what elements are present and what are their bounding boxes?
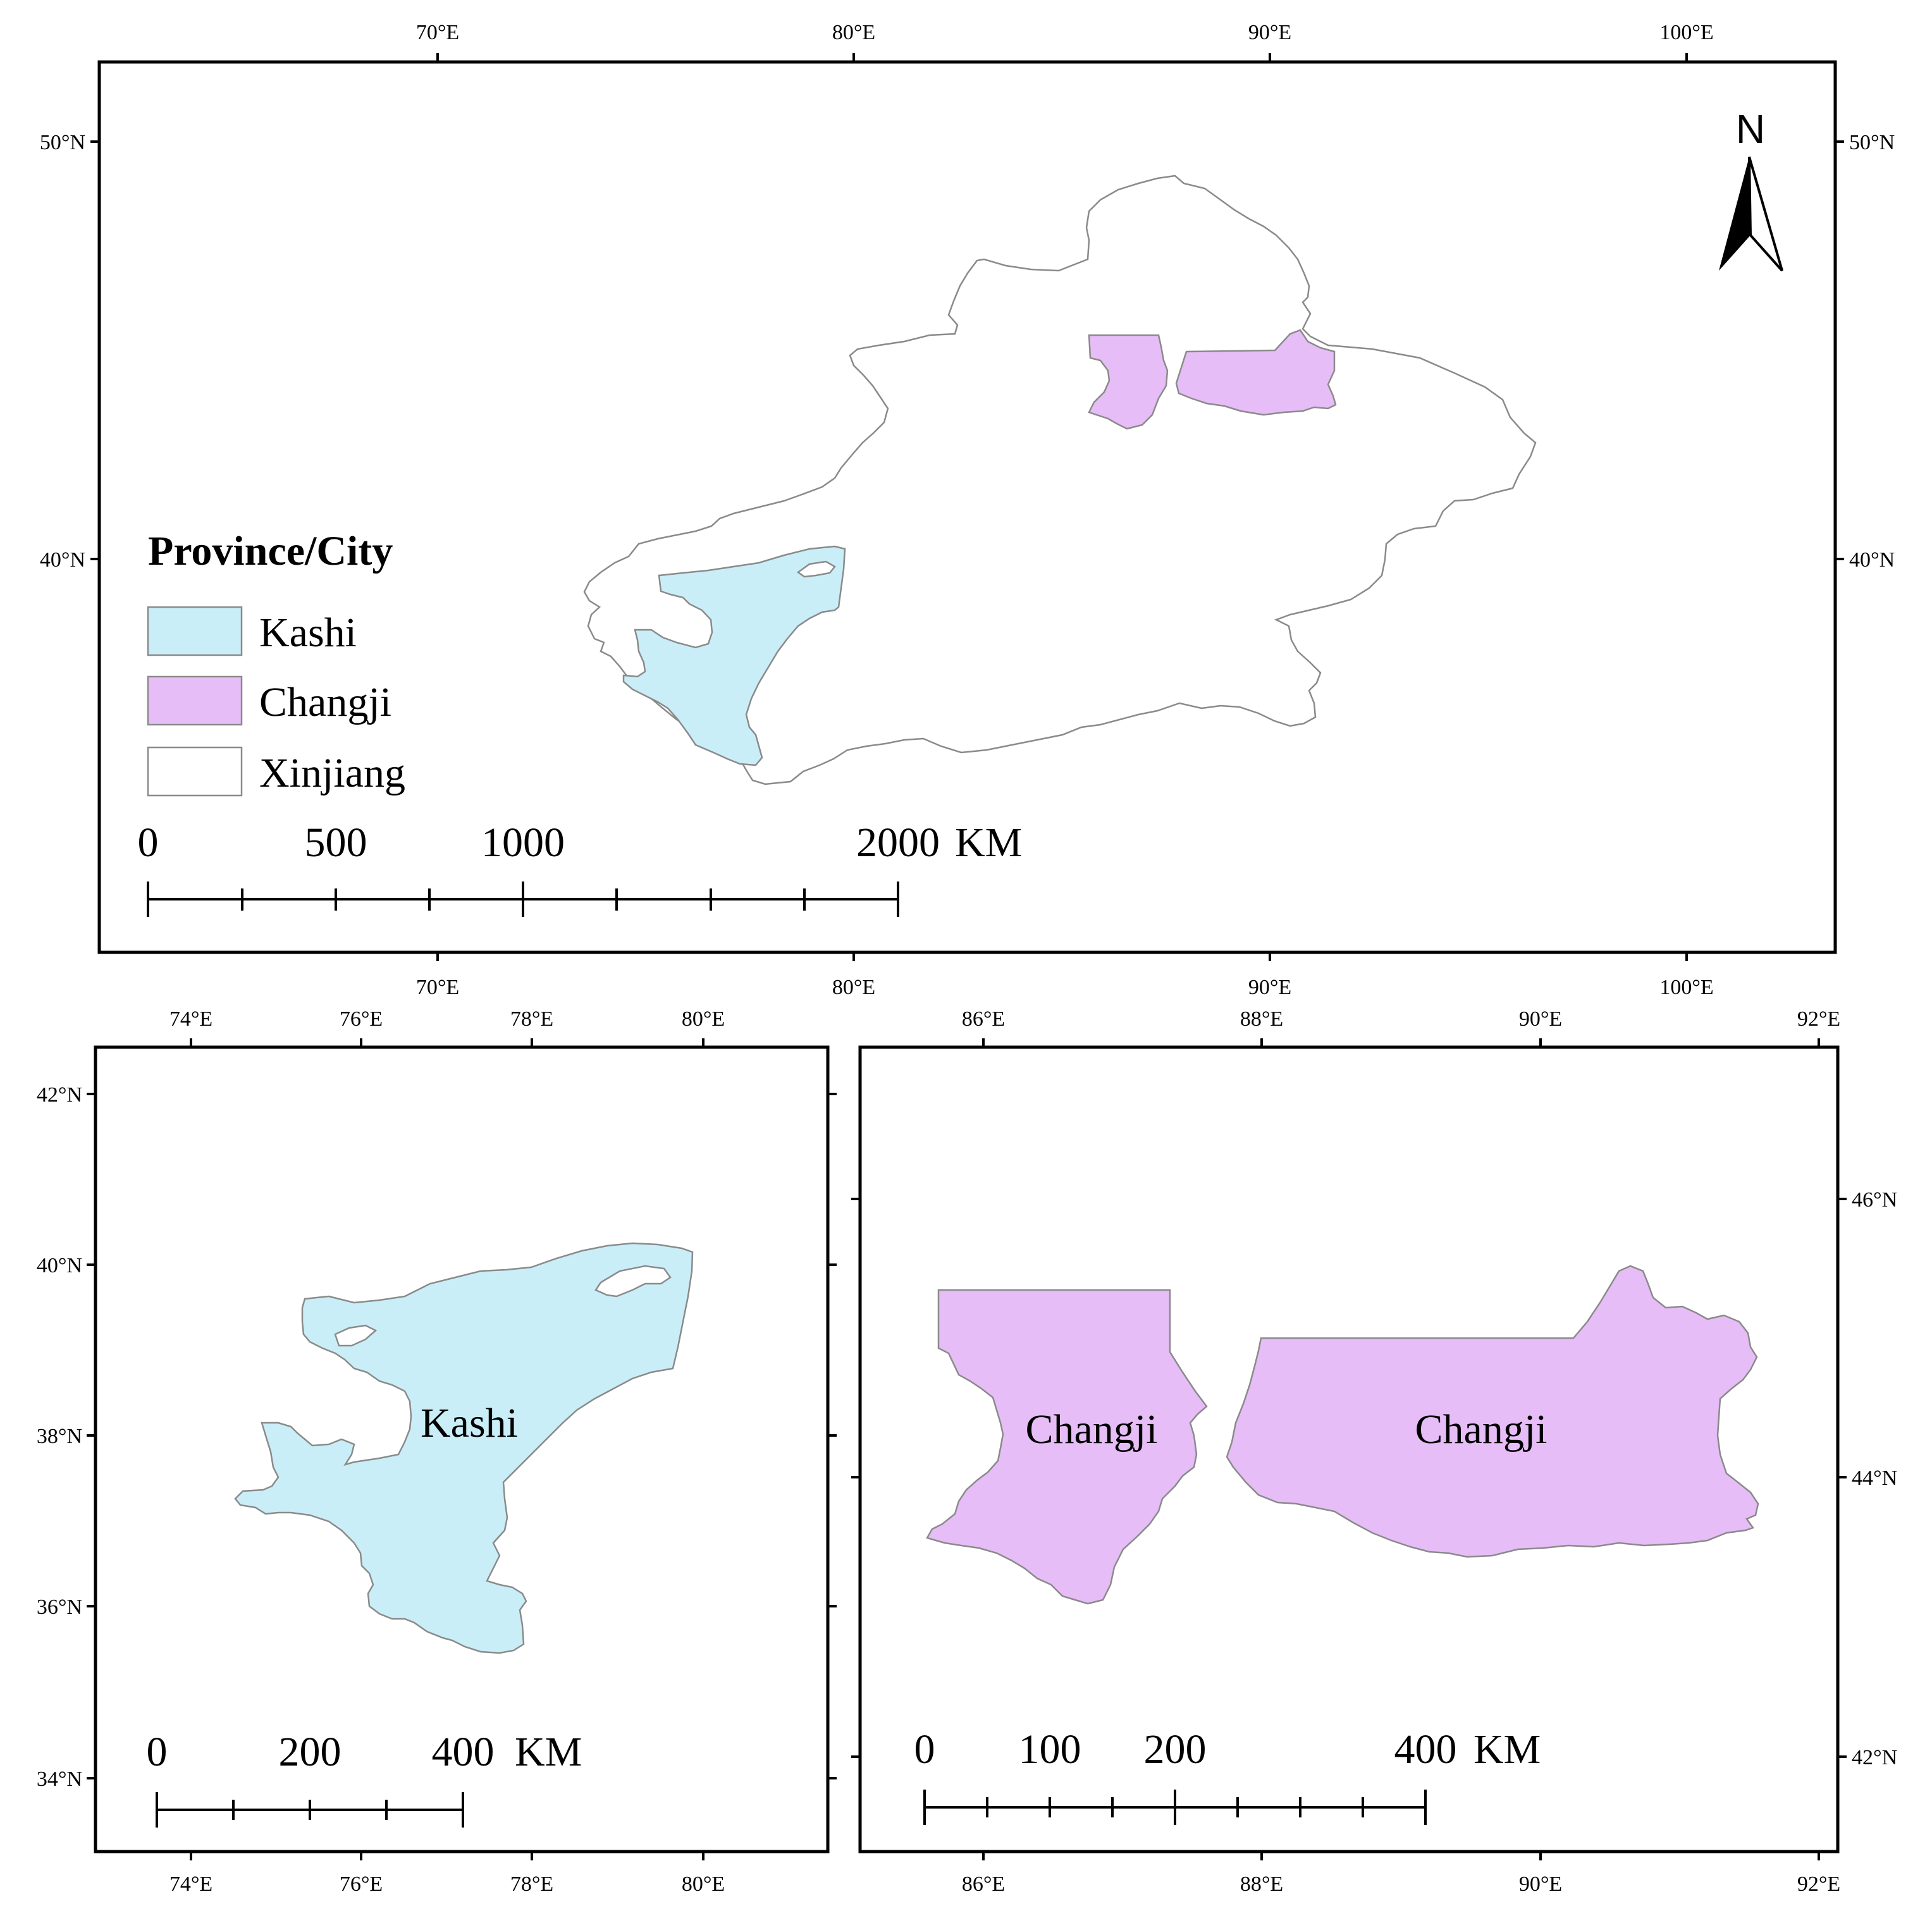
lake-feature [594,1265,672,1298]
legend-label-kashi: Kashi [259,610,357,656]
lon-label: 70°E [416,976,459,999]
scale-unit: KM [955,820,1022,866]
kashi-map-frame [94,1045,830,1853]
changji-east-region [1226,1265,1759,1558]
kashi-region-overview [622,545,846,766]
scale-label: 1000 [481,820,565,866]
lon-label: 90°E [1519,1872,1562,1896]
changji-west-region [926,1289,1208,1605]
changji-map-frame [858,1045,1840,1853]
north-label: N [1736,106,1765,152]
lon-label: 100°E [1659,21,1713,44]
lon-label: 80°E [832,976,875,999]
kashi-bottom-axis: 74°E 76°E 78°E 80°E [169,1852,725,1896]
lat-label: 46°N [1852,1188,1897,1212]
lat-label: 42°N [1852,1746,1897,1769]
lake-feature [334,1324,378,1347]
main-map-right-axis: 50°N 40°N [1835,131,1895,572]
lon-label: 86°E [962,1872,1005,1896]
north-arrow: N [1719,106,1783,272]
kashi-scale-bar: 0 200 400 KM [147,1729,582,1828]
legend-swatch-xinjiang [147,746,243,797]
lon-label: 76°E [340,1007,383,1031]
changji-bottom-axis: 86°E 88°E 90°E 92°E [962,1852,1840,1896]
lat-label: 40°N [1849,548,1895,572]
legend: Province/City Kashi Changji Xinjiang [147,528,405,797]
changji-right-axis: 46°N 44°N 42°N [1838,1188,1897,1769]
kashi-left-axis: 42°N 40°N 38°N 36°N 34°N [37,1083,95,1791]
kashi-label: Kashi [421,1400,518,1446]
main-scale-bar: 0 500 1000 2000 KM [138,820,1022,917]
north-arrow-icon [1719,157,1750,271]
lon-label: 90°E [1519,1007,1562,1031]
lat-label: 34°N [37,1767,82,1791]
scale-unit: KM [1474,1726,1541,1773]
scale-label: 2000 [856,820,940,866]
kashi-top-axis: 74°E 76°E 78°E 80°E [169,1007,725,1047]
lat-label: 50°N [1849,131,1895,154]
scale-label: 0 [138,820,159,866]
lon-label: 88°E [1240,1872,1283,1896]
main-map-bottom-axis: 70°E 80°E 90°E 100°E [416,952,1714,999]
legend-label-xinjiang: Xinjiang [259,750,405,796]
changji-west-label: Changji [1026,1406,1158,1453]
lon-label: 90°E [1248,21,1291,44]
lon-label: 74°E [169,1007,212,1031]
legend-swatch-kashi [147,606,243,656]
scale-label: 0 [914,1726,935,1773]
scale-label: 200 [279,1729,341,1775]
scale-label: 500 [305,820,367,866]
north-arrow-outline [1748,156,1783,272]
changji-top-axis: 86°E 88°E 90°E 92°E [962,1007,1840,1047]
lat-label: 50°N [40,131,85,154]
lon-label: 74°E [169,1872,212,1896]
lake-feature [796,560,836,578]
main-map-left-axis: 50°N 40°N [40,131,99,572]
changji-map-panel: 86°E 88°E 90°E 92°E 86°E 88°E 90°E 92°E … [851,1007,1897,1896]
scale-label: 200 [1144,1726,1207,1773]
main-map-top-axis: 70°E 80°E 90°E 100°E [416,21,1714,62]
xinjiang-region [583,175,1537,785]
scale-label: 400 [432,1729,495,1775]
legend-label-changji: Changji [259,679,391,725]
lat-label: 42°N [37,1083,82,1107]
scale-label: 0 [147,1729,168,1775]
lat-label: 38°N [37,1425,82,1448]
changji-east-region-overview [1175,329,1337,416]
changji-left-axis [851,1198,860,1758]
changji-east-label: Changji [1415,1406,1547,1453]
changji-scale-bar: 0 100 200 400 KM [914,1726,1541,1825]
lat-label: 36°N [37,1595,82,1619]
legend-title: Province/City [148,528,393,574]
lon-label: 80°E [682,1007,725,1031]
lon-label: 90°E [1248,976,1291,999]
lon-label: 80°E [832,21,875,44]
lon-label: 78°E [510,1007,553,1031]
lon-label: 92°E [1797,1007,1840,1031]
lat-label: 40°N [40,548,85,572]
lon-label: 70°E [416,21,459,44]
kashi-region [234,1242,694,1654]
scale-label: 400 [1394,1726,1457,1773]
lon-label: 100°E [1659,976,1713,999]
lon-label: 76°E [340,1872,383,1896]
kashi-map-panel: 74°E 76°E 78°E 80°E 74°E 76°E 78°E 80°E … [37,1007,837,1896]
lon-label: 86°E [962,1007,1005,1031]
main-map-frame [97,60,1837,954]
main-map-panel: 70°E 80°E 90°E 100°E 70°E 80°E 90°E 100°… [40,21,1895,999]
legend-swatch-changji [147,675,243,726]
scale-label: 100 [1019,1726,1081,1773]
changji-west-region-overview [1088,334,1169,430]
lat-label: 40°N [37,1254,82,1277]
kashi-right-axis [828,1093,837,1779]
lon-label: 78°E [510,1872,553,1896]
lon-label: 92°E [1797,1872,1840,1896]
scale-unit: KM [515,1729,582,1775]
lat-label: 44°N [1852,1466,1897,1490]
lon-label: 88°E [1240,1007,1283,1031]
lon-label: 80°E [682,1872,725,1896]
